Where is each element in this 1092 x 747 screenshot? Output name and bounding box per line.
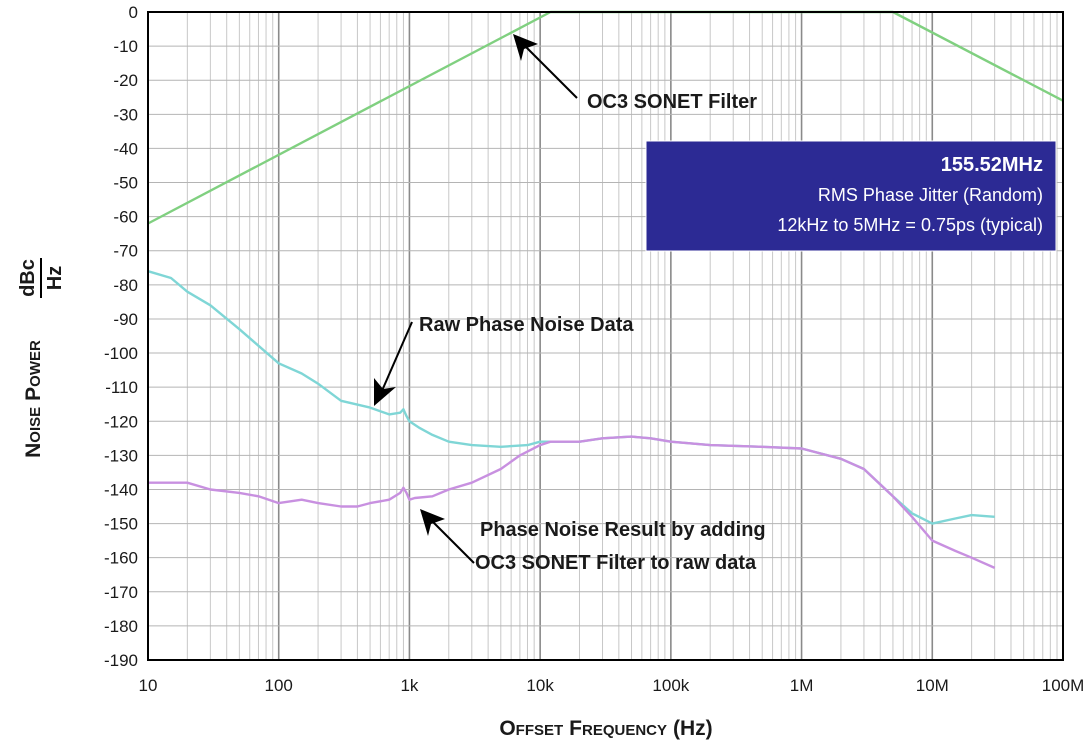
y-tick-label: -190 [104,651,138,670]
arrow-result [431,520,475,564]
x-axis-title: OFFSET FREQUENCY (Hz) [499,717,712,740]
y-tick-label: -110 [105,378,138,397]
y-tick-label: -30 [113,105,138,124]
annotation-filter: OC3 SONET Filter [513,34,757,113]
series-line-1 [147,270,995,525]
y-unit-denominator: Hz [44,266,66,290]
y-title-cap1: N [22,443,45,458]
x-title-small1: FFSET [516,722,564,739]
y-title-small1: OISE [27,407,44,443]
y-tick-label: -120 [104,412,138,431]
arrow-raw [380,321,413,394]
x-tick-label: 10 [139,676,158,695]
arrowhead-result [420,509,445,536]
info-box: 155.52MHz RMS Phase Jitter (Random) 12kH… [645,140,1057,252]
y-tick-label: -140 [104,480,138,499]
x-tick-label: 100M [1042,676,1085,695]
x-tick-label: 100 [265,676,293,695]
arrowhead-raw [374,378,396,406]
annotation-raw: Raw Phase Noise Data [374,314,634,406]
y-tick-label: -130 [104,446,138,465]
x-tick-label: 1k [400,676,418,695]
y-tick-label: -70 [113,242,138,261]
x-title-cap1: O [499,717,515,740]
y-tick-label: -100 [104,344,138,363]
x-title-unit: (Hz) [673,717,713,740]
annotation-result-line2: OC3 SONET Filter to raw data [475,552,757,574]
y-axis-title-text: NOISE POWER [22,340,45,458]
y-tick-label: -40 [113,139,138,158]
annotation-filter-label: OC3 SONET Filter [587,91,757,113]
y-tick-labels: 0 -10 -20 -30 -40 -50 -60 -70 -80 -90 -100 -110 -120… [104,3,138,670]
x-tick-labels: 10 100 1k 10k 100k 1M 10M 100M [139,676,1085,695]
annotation-result-line1: Phase Noise Result by adding [480,519,766,541]
y-tick-label: -60 [113,208,138,227]
x-title-small2: REQUENCY [582,722,667,739]
annotation-result: Phase Noise Result by adding OC3 SONET F… [420,509,766,574]
y-tick-label: -20 [113,71,138,90]
y-tick-label: 0 [129,3,138,22]
plot-frame [147,11,1064,661]
info-box-line1: RMS Phase Jitter (Random) [818,185,1043,205]
y-unit-numerator: dBc [17,259,39,297]
y-tick-label: -160 [104,549,138,568]
y-tick-label: -170 [104,583,138,602]
y-axis-title: NOISE POWER dBc Hz [17,258,66,458]
x-tick-label: 1M [790,676,814,695]
y-tick-label: -80 [113,276,138,295]
info-box-title: 155.52MHz [941,154,1043,176]
y-title-cap2: P [22,387,45,401]
y-tick-label: -90 [113,310,138,329]
info-box-line2: 12kHz to 5MHz = 0.75ps (typical) [777,215,1043,235]
series-line-2 [148,435,996,569]
grid [147,11,1063,661]
x-tick-label: 100k [652,676,689,695]
annotation-raw-label: Raw Phase Noise Data [419,314,634,336]
y-title-small2: OWER [27,340,44,387]
arrowhead-filter [513,34,538,61]
y-tick-label: -10 [113,37,138,56]
y-tick-label: -50 [113,174,138,193]
x-tick-label: 10M [916,676,949,695]
y-tick-label: -180 [104,617,138,636]
x-tick-label: 10k [526,676,554,695]
x-title-cap2: F [569,717,582,740]
info-box-background [645,140,1057,252]
arrow-filter [524,45,578,99]
y-tick-label: -150 [104,515,138,534]
